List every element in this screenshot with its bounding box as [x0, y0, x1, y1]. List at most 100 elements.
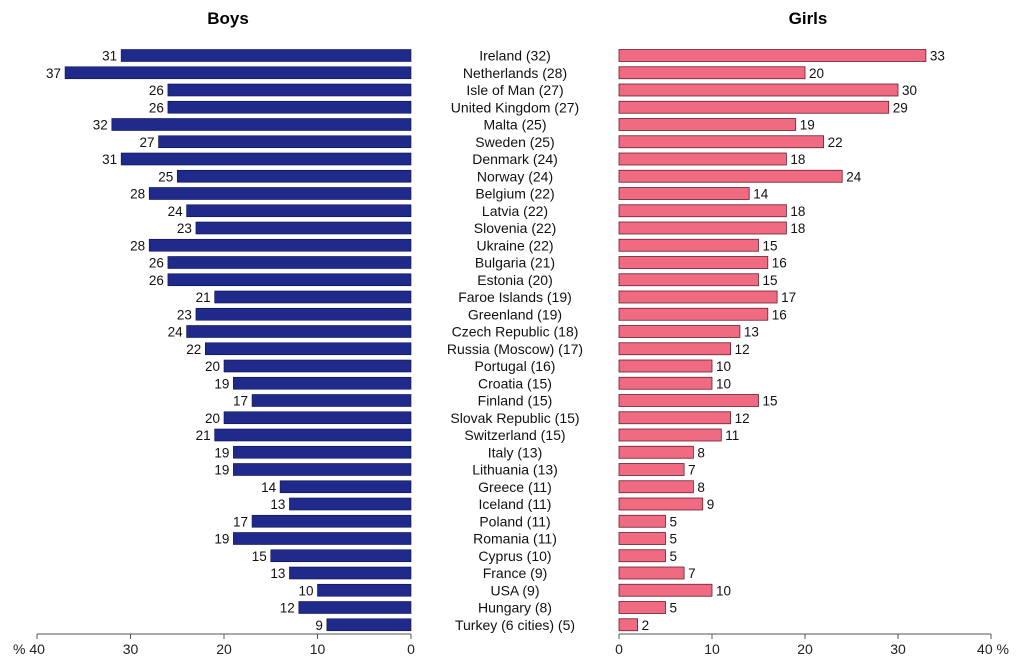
- girls-value-label: 24: [846, 169, 862, 184]
- girls-bar: [618, 583, 713, 597]
- country-label: USA (9): [490, 582, 539, 598]
- girls-x-axis: 0 10 20 30 40 %: [615, 633, 1009, 657]
- boys-value-label: 27: [140, 135, 155, 150]
- boys-value-label: 21: [196, 428, 211, 443]
- girls-value-label: 19: [800, 118, 815, 133]
- girls-value-label: 30: [902, 83, 917, 98]
- girls-bar: [618, 204, 787, 218]
- girls-value-label: 12: [735, 342, 750, 357]
- boys-value-label: 15: [252, 549, 267, 564]
- boys-bar: [298, 601, 412, 614]
- country-label: Bulgaria (21): [475, 255, 555, 271]
- country-label: Lithuania (13): [472, 462, 558, 478]
- boys-bar: [64, 66, 412, 80]
- girls-value-label: 8: [697, 480, 705, 495]
- boys-value-label: 28: [130, 187, 145, 202]
- girls-value-label: 7: [688, 566, 696, 581]
- country-label: Greece (11): [478, 479, 552, 495]
- girls-value-label: 20: [809, 66, 824, 81]
- country-label: Czech Republic (18): [452, 324, 579, 340]
- boys-bar: [186, 204, 412, 218]
- country-label: Cyprus (10): [478, 548, 551, 564]
- girls-bar: [618, 549, 666, 563]
- boys-bar: [270, 549, 412, 563]
- girls-value-label: 10: [716, 359, 731, 374]
- boys-bar: [289, 497, 412, 511]
- boys-value-label: 21: [196, 290, 211, 305]
- girls-tick-label: 0: [615, 641, 623, 657]
- girls-tick-label: 30: [890, 641, 906, 657]
- boys-bar: [214, 428, 412, 442]
- boys-tick-label: % 40: [13, 641, 45, 657]
- girls-bar: [618, 187, 750, 200]
- boys-bar: [326, 618, 412, 632]
- girls-value-label: 2: [642, 618, 650, 633]
- country-label: United Kingdom (27): [451, 99, 579, 115]
- boys-value-label: 9: [315, 618, 323, 633]
- boys-value-label: 14: [261, 480, 277, 495]
- country-label: France (9): [483, 565, 548, 581]
- boys-value-label: 28: [130, 238, 145, 253]
- girls-bar: [618, 49, 927, 62]
- country-label: Sweden (25): [475, 134, 554, 150]
- country-label: Croatia (15): [478, 375, 552, 391]
- boys-tick-label: 10: [310, 641, 326, 657]
- boys-value-label: 17: [233, 514, 248, 529]
- girls-value-label: 18: [790, 152, 805, 167]
- boys-bar: [233, 532, 412, 545]
- girls-bar: [618, 307, 769, 321]
- boys-value-label: 19: [214, 376, 229, 391]
- girls-value-label: 11: [725, 428, 739, 443]
- boys-value-label: 19: [214, 532, 229, 547]
- girls-bar: [618, 169, 843, 183]
- country-label: Netherlands (28): [463, 65, 567, 81]
- girls-bar: [618, 463, 685, 476]
- boys-bar: [158, 135, 412, 149]
- girls-bar: [618, 428, 722, 442]
- girls-bar: [618, 325, 741, 338]
- girls-bar: [618, 135, 825, 149]
- boys-bar: [233, 445, 412, 459]
- girls-bar: [618, 618, 639, 632]
- boys-tick-label: 20: [216, 641, 232, 657]
- boys-value-label: 23: [177, 307, 192, 322]
- girls-bar: [618, 394, 759, 407]
- country-label: Denmark (24): [472, 151, 558, 167]
- boys-bar: [251, 514, 412, 528]
- country-label: Ukraine (22): [476, 237, 553, 253]
- girls-bar: [618, 66, 806, 80]
- girls-value-label: 7: [688, 463, 696, 478]
- girls-value-label: 5: [670, 532, 678, 547]
- girls-bar: [618, 359, 713, 373]
- girls-value-label: 22: [828, 135, 843, 150]
- boys-value-label: 31: [102, 49, 117, 64]
- country-label: Slovak Republic (15): [450, 410, 579, 426]
- boys-value-label: 19: [214, 445, 229, 460]
- country-label: Estonia (20): [477, 272, 552, 288]
- boys-value-label: 31: [102, 152, 117, 167]
- boys-bars: [64, 49, 412, 632]
- girls-bar: [618, 118, 797, 131]
- boys-value-labels: 3137262632273125282423282626212324222019…: [46, 49, 323, 633]
- boys-value-label: 26: [149, 100, 164, 115]
- boys-bar: [214, 290, 412, 304]
- girls-tick-label: 40 %: [977, 641, 1009, 657]
- girls-bar: [618, 221, 787, 235]
- boys-bar: [195, 221, 412, 235]
- boys-value-label: 20: [205, 411, 220, 426]
- boys-tick-label: 0: [407, 641, 415, 657]
- boys-bar: [148, 187, 412, 200]
- boys-bar: [167, 273, 412, 287]
- girls-value-label: 12: [735, 411, 750, 426]
- boys-bar: [167, 100, 412, 114]
- girls-value-label: 8: [697, 445, 705, 460]
- boys-bar: [223, 359, 412, 373]
- boys-bar: [148, 238, 412, 252]
- girls-bar: [618, 342, 731, 356]
- boys-value-label: 20: [205, 359, 220, 374]
- girls-bar: [618, 480, 694, 494]
- country-label: Portugal (16): [475, 358, 556, 374]
- country-labels: Ireland (32)Netherlands (28)Isle of Man …: [447, 48, 583, 633]
- boys-bar: [186, 325, 412, 338]
